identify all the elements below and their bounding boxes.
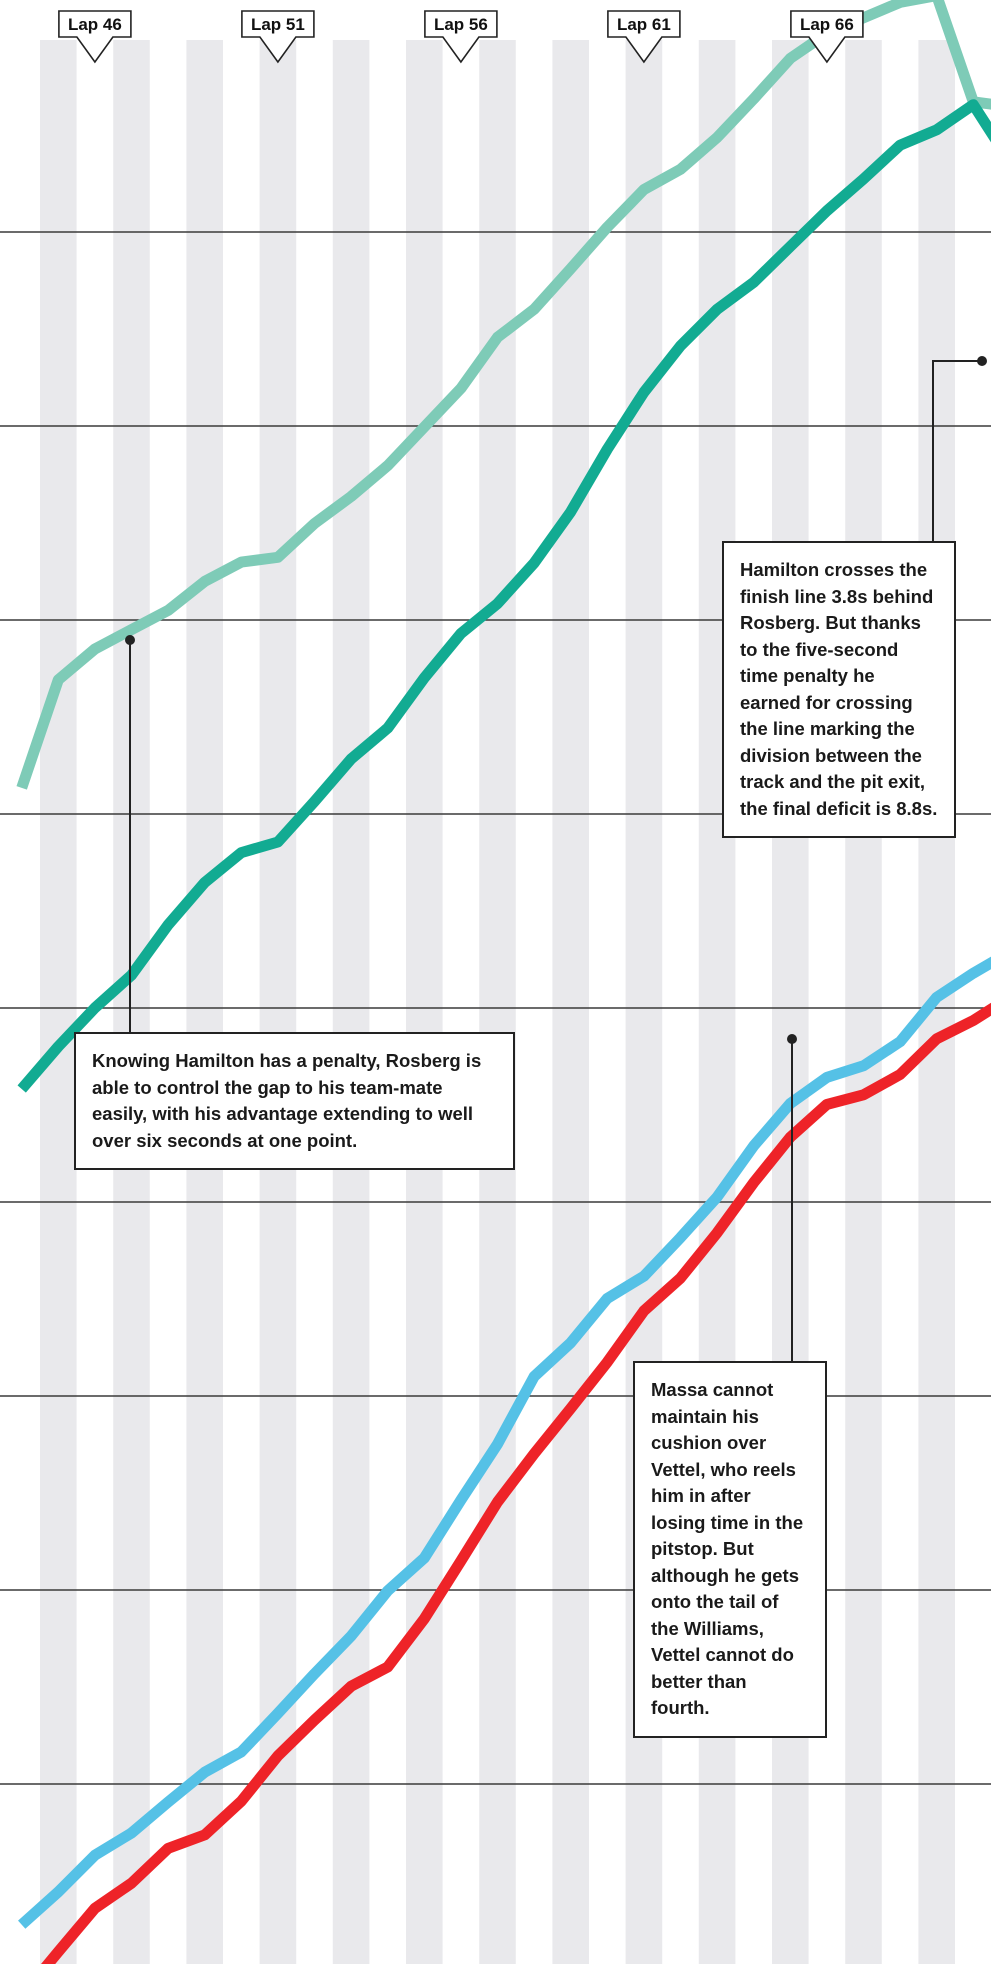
lap-marker-label: Lap 66 xyxy=(800,15,854,34)
lap-marker-label: Lap 46 xyxy=(68,15,122,34)
lap-marker-tag xyxy=(424,10,498,64)
lap-marker-tag xyxy=(58,10,132,64)
leader-anchor-dot xyxy=(125,635,135,645)
series-line-4 xyxy=(41,1002,991,1964)
lap-stripe xyxy=(552,40,589,1964)
lap-marker-label: Lap 56 xyxy=(434,15,488,34)
series-line-2 xyxy=(17,99,991,1093)
lap-markers: Lap 46 Lap 51 Lap 56 Lap 61 Lap 66 xyxy=(58,10,864,64)
lap-marker-label: Lap 51 xyxy=(251,15,305,34)
lap-stripe xyxy=(406,40,443,1964)
lap-stripe xyxy=(40,40,77,1964)
lap-stripe xyxy=(186,40,223,1964)
lap-marker-tag xyxy=(790,10,864,64)
lap-marker-tag xyxy=(607,10,681,64)
series-lines xyxy=(16,0,991,1964)
series-line-1 xyxy=(16,0,991,790)
leader-anchor-dot xyxy=(787,1034,797,1044)
lap-marker-label: Lap 61 xyxy=(617,15,671,34)
lap-stripe xyxy=(845,40,882,1964)
annotation-leaders xyxy=(125,356,987,1363)
annotation-massa-vettel: Massa cannot maintain his cushion over V… xyxy=(633,1361,827,1738)
annotation-hamilton-penalty: Hamilton crosses the finish line 3.8s be… xyxy=(722,541,956,838)
lap-stripe xyxy=(259,40,297,1964)
leader-line xyxy=(932,360,982,543)
leader-anchor-dot xyxy=(977,356,987,366)
annotation-rosberg-gap: Knowing Hamilton has a penalty, Rosberg … xyxy=(74,1032,515,1170)
series-line-3 xyxy=(18,956,991,1929)
lap-marker-tag xyxy=(241,10,315,64)
lap-stripe xyxy=(113,40,150,1964)
